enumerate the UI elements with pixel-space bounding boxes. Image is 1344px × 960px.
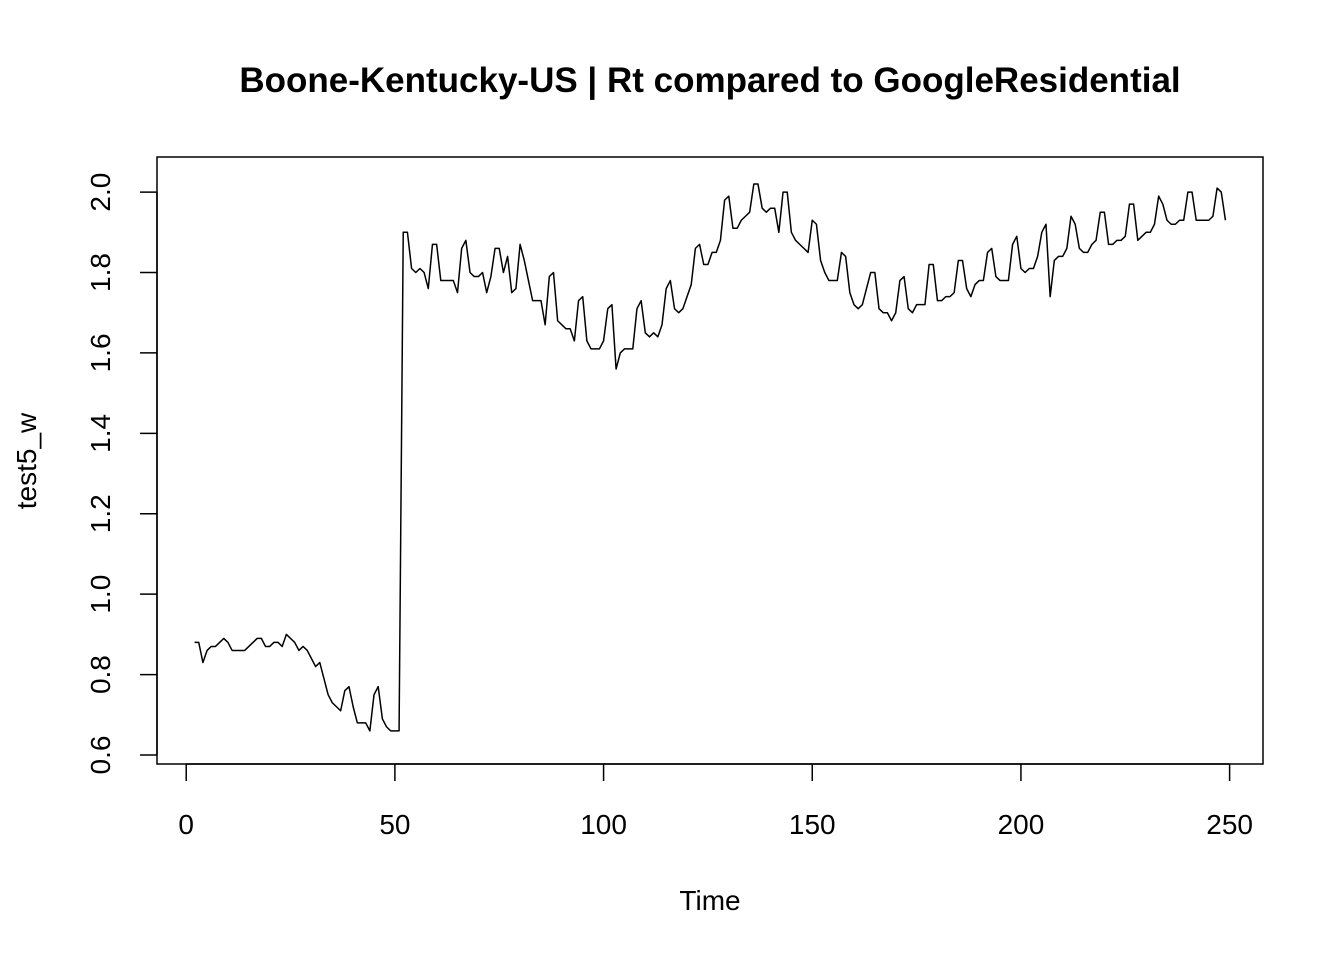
y-tick-label: 1.4 [85, 414, 116, 453]
y-axis-label: test5_w [11, 412, 42, 509]
y-tick-label: 1.0 [85, 575, 116, 614]
chart-title: Boone-Kentucky-US | Rt compared to Googl… [239, 61, 1180, 100]
x-axis: 0 50 100 150 200 250 [178, 763, 1253, 840]
x-axis-label: Time [679, 885, 740, 916]
x-tick-label: 100 [580, 809, 627, 840]
y-axis: 0.6 0.8 1.0 1.2 1.4 1.6 1.8 2.0 [85, 173, 158, 775]
y-tick-label: 1.6 [85, 333, 116, 372]
x-tick-label: 150 [789, 809, 836, 840]
x-tick-label: 200 [998, 809, 1045, 840]
x-tick-label: 0 [178, 809, 194, 840]
x-tick-label: 250 [1206, 809, 1253, 840]
y-tick-label: 0.6 [85, 736, 116, 775]
y-tick-label: 1.2 [85, 494, 116, 533]
series-line [194, 183, 1227, 732]
y-tick-label: 0.8 [85, 655, 116, 694]
y-tick-label: 2.0 [85, 173, 116, 212]
y-tick-label: 1.8 [85, 253, 116, 292]
x-tick-label: 50 [379, 809, 410, 840]
